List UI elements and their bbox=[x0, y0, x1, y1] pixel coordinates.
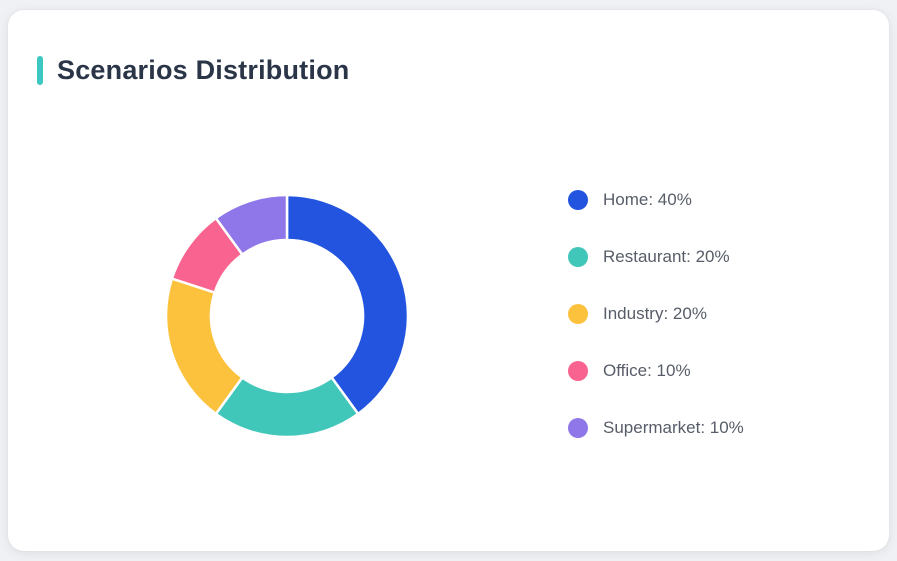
legend-item-office[interactable]: Office: 10% bbox=[568, 359, 744, 383]
legend-item-restaurant[interactable]: Restaurant: 20% bbox=[568, 245, 744, 269]
scenarios-distribution-card: Scenarios Distribution Home: 40% Restaur… bbox=[8, 10, 889, 551]
legend-item-supermarket[interactable]: Supermarket: 10% bbox=[568, 416, 744, 440]
legend-dot-office bbox=[568, 361, 588, 381]
title-accent-bar bbox=[37, 55, 43, 85]
legend-label-home: Home: 40% bbox=[603, 190, 692, 209]
legend-dot-home bbox=[568, 190, 588, 210]
legend-label-supermarket: Supermarket: 10% bbox=[603, 418, 744, 437]
legend-item-home[interactable]: Home: 40% bbox=[568, 188, 744, 212]
donut-slice-supermarket[interactable] bbox=[214, 193, 289, 257]
legend-item-industry[interactable]: Industry: 20% bbox=[568, 302, 744, 326]
chart-legend: Home: 40% Restaurant: 20% Industry: 20% … bbox=[568, 188, 744, 440]
legend-dot-supermarket bbox=[568, 418, 588, 438]
donut-chart[interactable] bbox=[157, 186, 417, 446]
donut-slice-industry[interactable] bbox=[164, 277, 245, 416]
page-title: Scenarios Distribution bbox=[57, 55, 350, 85]
legend-label-restaurant: Restaurant: 20% bbox=[603, 247, 730, 266]
legend-label-office: Office: 10% bbox=[603, 361, 691, 380]
donut-slice-home[interactable] bbox=[285, 193, 410, 416]
legend-label-industry: Industry: 20% bbox=[603, 304, 707, 323]
card-header: Scenarios Distribution bbox=[37, 55, 349, 85]
legend-dot-restaurant bbox=[568, 247, 588, 267]
legend-dot-industry bbox=[568, 304, 588, 324]
